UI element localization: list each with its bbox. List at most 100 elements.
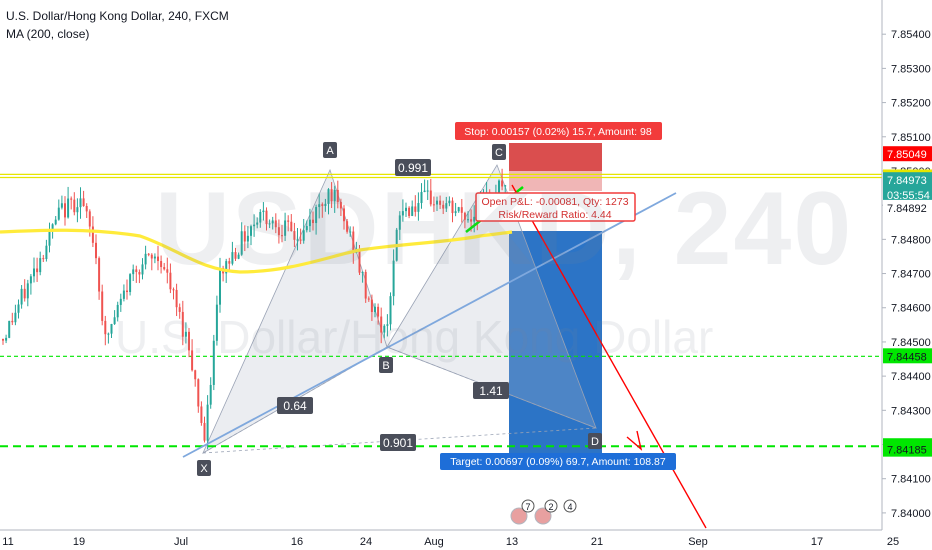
target-zone <box>509 231 602 453</box>
candle-body <box>184 331 187 337</box>
candle-body <box>364 271 367 299</box>
candle-body <box>420 191 423 204</box>
candles <box>2 168 507 450</box>
candle-body <box>91 226 94 243</box>
flag-icon <box>510 507 528 525</box>
candle-body <box>122 290 125 299</box>
time-tick-label: 17 <box>811 536 823 548</box>
candle-body <box>463 212 466 220</box>
candle-body <box>290 221 293 232</box>
pnl-label-box <box>475 192 636 222</box>
price-tick-label: 7.84100 <box>891 474 931 486</box>
candle-body <box>160 261 163 268</box>
candle-body <box>386 324 389 326</box>
candle-body <box>135 269 138 273</box>
candle-body <box>392 260 395 297</box>
candle-body <box>262 210 265 213</box>
candle-body <box>432 204 435 206</box>
candle-body <box>374 306 376 312</box>
candle-body <box>426 190 429 192</box>
candle-body <box>457 207 460 212</box>
candle-body <box>209 384 212 405</box>
candle-body <box>206 404 209 441</box>
candle-body <box>119 298 122 305</box>
price-tick-label: 7.84700 <box>891 269 931 281</box>
price-label: 03:55:54 <box>887 190 930 202</box>
price-label-box <box>883 186 932 202</box>
candle-body <box>11 320 14 323</box>
candle-body <box>79 198 82 208</box>
indicator-label[interactable]: MA (200, close) <box>6 27 90 41</box>
candle-body <box>107 333 110 335</box>
pattern-point-box <box>492 144 506 160</box>
candle-body <box>2 338 4 341</box>
candle-body <box>299 239 302 241</box>
candle-body <box>274 220 277 228</box>
candle-body <box>336 189 339 203</box>
candle-body <box>308 219 311 227</box>
candle-body <box>26 283 29 299</box>
price-label-box <box>883 199 932 215</box>
candle-body <box>321 204 324 207</box>
candle-body <box>439 200 442 205</box>
candle-body <box>401 211 404 216</box>
candle-body <box>243 231 246 242</box>
candle-body <box>132 269 135 275</box>
candle-body <box>172 289 175 291</box>
projection-arrow-head <box>626 430 643 451</box>
candle-body <box>95 242 97 259</box>
candle-body <box>504 185 507 187</box>
price-label-box <box>883 172 932 188</box>
price-label: 7.84185 <box>887 445 927 457</box>
moving-average-line <box>0 228 513 274</box>
target-label: Target: 0.00697 (0.09%) 69.7, Amount: 10… <box>450 456 666 468</box>
sell-annotation: Sell the breakout <box>607 283 729 303</box>
candle-body <box>231 252 234 264</box>
pattern-point-a: A <box>326 145 334 157</box>
candle-body <box>339 202 342 209</box>
candle-body <box>370 299 373 312</box>
symbol-title[interactable]: U.S. Dollar/Hong Kong Dollar, 240, FXCM <box>6 9 229 23</box>
candle-body <box>271 220 274 224</box>
candle-body <box>147 253 150 255</box>
candle-body <box>82 198 85 207</box>
price-tick-label: 7.84500 <box>891 337 931 349</box>
candle-body <box>39 258 42 273</box>
ratio-box <box>380 434 416 451</box>
candle-body <box>408 207 411 216</box>
candle-body <box>166 269 169 273</box>
candle-body <box>200 406 203 423</box>
candle-body <box>169 272 172 290</box>
candle-body <box>467 219 469 221</box>
candle-body <box>470 219 473 222</box>
ratio-label: 1.41 <box>479 384 503 398</box>
chart-legend: U.S. Dollar/Hong Kong Dollar, 240, FXCM … <box>6 7 229 43</box>
candle-body <box>380 316 383 333</box>
target-label-box <box>440 453 676 470</box>
candle-body <box>144 253 147 265</box>
price-label-box <box>883 441 932 457</box>
price-tick-label: 7.84400 <box>891 371 931 383</box>
time-tick-label: 24 <box>360 536 372 548</box>
candle-body <box>445 203 448 209</box>
time-tick-label: Sep <box>688 536 708 548</box>
candle-body <box>45 245 48 260</box>
candle-body <box>330 189 333 202</box>
candle-body <box>454 211 457 214</box>
candle-body <box>256 222 259 225</box>
ratio-label: 0.901 <box>383 436 413 450</box>
candle-body <box>327 189 330 204</box>
candle-body <box>417 203 420 212</box>
candle-body <box>352 231 355 253</box>
candle-body <box>88 211 91 227</box>
candle-body <box>228 261 231 264</box>
pattern-point-d: D <box>591 436 599 448</box>
candle-body <box>343 208 345 222</box>
candle-body <box>383 325 386 333</box>
candle-body <box>51 224 54 231</box>
time-tick-label: 21 <box>591 536 603 548</box>
candle-body <box>349 231 352 233</box>
candle-body <box>188 331 190 351</box>
candle-body <box>17 304 20 313</box>
